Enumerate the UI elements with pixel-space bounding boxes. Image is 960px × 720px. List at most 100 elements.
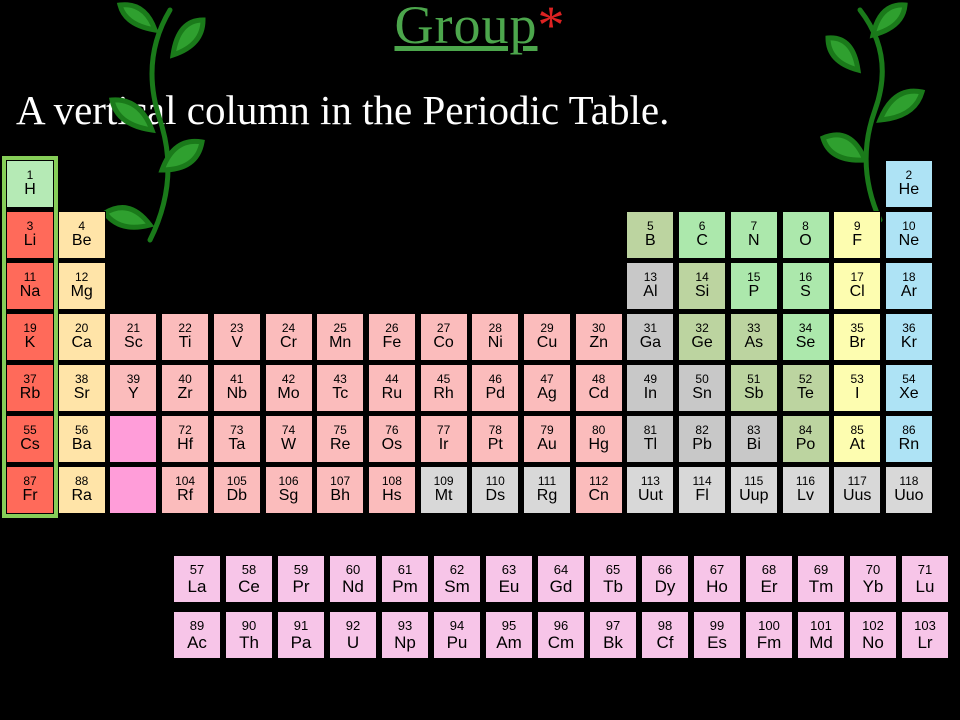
element-cell: 43Tc (316, 364, 364, 412)
atomic-number: 13 (627, 271, 673, 284)
element-cell: 71Lu (901, 555, 949, 603)
atomic-number: 55 (7, 424, 53, 437)
atomic-number: 11 (7, 271, 53, 284)
element-symbol: Cl (834, 284, 880, 301)
atomic-number: 50 (679, 373, 725, 386)
element-cell: 31Ga (626, 313, 674, 361)
element-cell: 35Br (833, 313, 881, 361)
element-symbol: V (214, 335, 260, 352)
element-symbol: He (886, 182, 932, 199)
atomic-number: 58 (226, 562, 272, 577)
element-symbol: Ag (524, 386, 570, 403)
element-cell: 87Fr (6, 466, 54, 514)
atomic-number: 82 (679, 424, 725, 437)
element-symbol: Lv (783, 488, 829, 505)
element-symbol: Md (798, 633, 844, 653)
atomic-number: 73 (214, 424, 260, 437)
element-cell: 78Pt (471, 415, 519, 463)
element-cell: 91Pa (277, 611, 325, 659)
element-cell: 68Er (745, 555, 793, 603)
atomic-number: 20 (59, 322, 105, 335)
element-cell: 118Uuo (885, 466, 933, 514)
element-symbol: Y (110, 386, 156, 403)
element-cell: 101Md (797, 611, 845, 659)
atomic-number: 2 (886, 169, 932, 182)
element-cell: 63Eu (485, 555, 533, 603)
element-symbol: H (7, 182, 53, 199)
element-symbol: Sm (434, 577, 480, 597)
element-cell: 61Pm (381, 555, 429, 603)
atomic-number: 4 (59, 220, 105, 233)
element-symbol: Ti (162, 335, 208, 352)
element-symbol: Lr (902, 633, 948, 653)
element-cell: 102No (849, 611, 897, 659)
element-symbol: Am (486, 633, 532, 653)
atomic-number: 15 (731, 271, 777, 284)
atomic-number: 102 (850, 618, 896, 633)
element-symbol: Sb (731, 386, 777, 403)
element-cell: 13Al (626, 262, 674, 310)
element-cell: 86Rn (885, 415, 933, 463)
element-cell: 92U (329, 611, 377, 659)
element-symbol: Rn (886, 437, 932, 454)
element-cell: 115Uup (730, 466, 778, 514)
atomic-number: 12 (59, 271, 105, 284)
atomic-number: 59 (278, 562, 324, 577)
atomic-number: 78 (472, 424, 518, 437)
element-cell: 89Ac (173, 611, 221, 659)
element-cell: 33As (730, 313, 778, 361)
atomic-number: 64 (538, 562, 584, 577)
atomic-number: 57 (174, 562, 220, 577)
atomic-number: 75 (317, 424, 363, 437)
element-symbol: Hs (369, 488, 415, 505)
atomic-number: 94 (434, 618, 480, 633)
element-symbol: Al (627, 284, 673, 301)
element-symbol: Uuo (886, 488, 932, 505)
element-cell: 24Cr (265, 313, 313, 361)
element-cell: 12Mg (58, 262, 106, 310)
element-symbol: Li (7, 233, 53, 250)
element-symbol: Bk (590, 633, 636, 653)
slide-title: Group* (0, 0, 960, 56)
atomic-number: 5 (627, 220, 673, 233)
element-cell: 72Hf (161, 415, 209, 463)
atomic-number: 114 (679, 475, 725, 488)
atomic-number: 96 (538, 618, 584, 633)
atomic-number: 62 (434, 562, 480, 577)
element-symbol: Dy (642, 577, 688, 597)
atomic-number: 92 (330, 618, 376, 633)
element-symbol: Rf (162, 488, 208, 505)
element-cell: 16S (782, 262, 830, 310)
atomic-number: 87 (7, 475, 53, 488)
element-symbol: Ds (472, 488, 518, 505)
element-cell: 94Pu (433, 611, 481, 659)
element-symbol: Te (783, 386, 829, 403)
element-symbol: Yb (850, 577, 896, 597)
element-symbol: Hf (162, 437, 208, 454)
atomic-number: 68 (746, 562, 792, 577)
element-cell: 107Bh (316, 466, 364, 514)
atomic-number: 17 (834, 271, 880, 284)
atomic-number: 65 (590, 562, 636, 577)
element-cell: 106Sg (265, 466, 313, 514)
element-symbol: Zr (162, 386, 208, 403)
element-symbol: Cu (524, 335, 570, 352)
element-symbol: Ca (59, 335, 105, 352)
element-cell: 112Cn (575, 466, 623, 514)
element-cell: 6C (678, 211, 726, 259)
element-symbol: Cm (538, 633, 584, 653)
element-symbol: No (850, 633, 896, 653)
atomic-number: 76 (369, 424, 415, 437)
element-cell: 30Zn (575, 313, 623, 361)
atomic-number: 34 (783, 322, 829, 335)
element-cell: 1H (6, 160, 54, 208)
element-cell: 69Tm (797, 555, 845, 603)
element-cell: 82Pb (678, 415, 726, 463)
atomic-number: 80 (576, 424, 622, 437)
element-symbol: Br (834, 335, 880, 352)
atomic-number: 53 (834, 373, 880, 386)
atomic-number: 95 (486, 618, 532, 633)
atomic-number: 84 (783, 424, 829, 437)
element-cell: 117Uus (833, 466, 881, 514)
atomic-number: 56 (59, 424, 105, 437)
